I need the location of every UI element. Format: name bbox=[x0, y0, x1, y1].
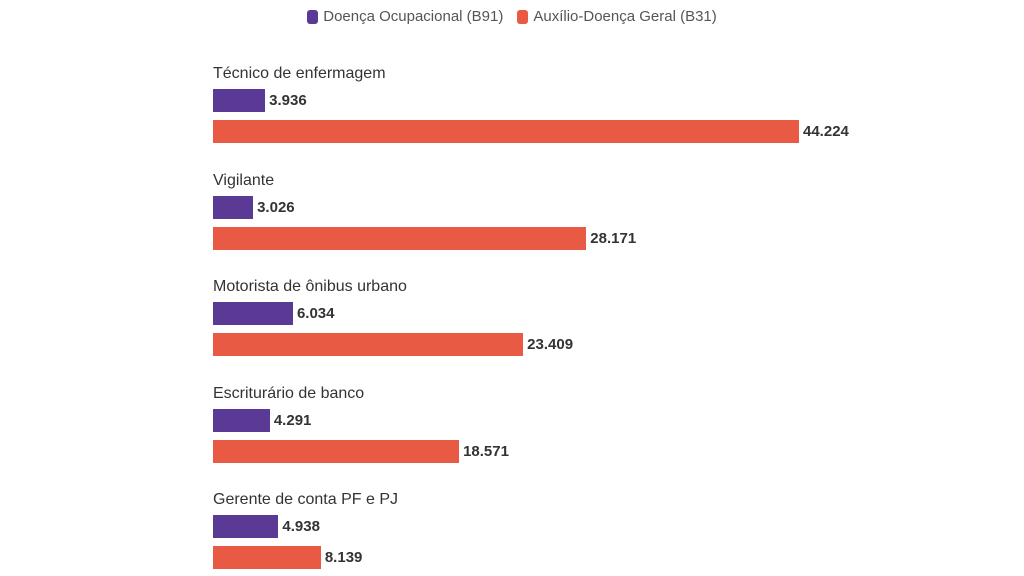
value-label-b91-gerente-de-conta-pf-e-pj: 4.938 bbox=[282, 518, 320, 535]
value-label-b91-vigilante: 3.026 bbox=[257, 198, 295, 216]
bar-b31-motorista-de-onibus-urbano bbox=[213, 333, 524, 356]
bar-b31-vigilante bbox=[213, 226, 587, 250]
category-label-escriturario-de-banco: Escriturário de banco bbox=[213, 384, 365, 402]
legend-item-b91: Doença Ocupacional (B91) bbox=[307, 8, 503, 25]
bar-b91-vigilante bbox=[213, 195, 254, 219]
value-label-b31-vigilante: 28.171 bbox=[590, 229, 637, 247]
category-label-motorista-de-onibus-urbano: Motorista de ônibus urbano bbox=[213, 278, 407, 295]
value-label-b91-motorista-de-onibus-urbano: 6.034 bbox=[296, 305, 335, 322]
category-label-vigilante: Vigilante bbox=[213, 171, 275, 189]
value-label-b31-tecnico-de-enfermagem: 44.224 bbox=[803, 123, 849, 140]
value-label-b91-tecnico-de-enfermagem: 3.936 bbox=[269, 92, 307, 109]
bar-b91-gerente-de-conta-pf-e-pj bbox=[213, 515, 279, 538]
legend-label-b31: Auxílio-Doença Geral (B31) bbox=[533, 8, 717, 25]
legend-label-b91: Doença Ocupacional (B91) bbox=[323, 8, 504, 25]
category-label-gerente-de-conta-pf-e-pj: Gerente de conta PF e PJ bbox=[213, 491, 398, 508]
legend-swatch-b91 bbox=[307, 9, 319, 24]
bar-b91-escriturario-de-banco bbox=[213, 408, 270, 432]
value-label-b91-escriturario-de-banco: 4.291 bbox=[273, 411, 312, 429]
value-label-b31-motorista-de-onibus-urbano: 23.409 bbox=[527, 336, 574, 353]
legend: Doença Ocupacional (B91) Auxílio-Doença … bbox=[0, 8, 1024, 25]
bar-b91-tecnico-de-enfermagem bbox=[213, 89, 266, 112]
bar-b31-escriturario-de-banco bbox=[213, 439, 460, 463]
bar-b91-motorista-de-onibus-urbano bbox=[213, 302, 293, 325]
legend-swatch-b31 bbox=[517, 9, 529, 24]
bar-b31-gerente-de-conta-pf-e-pj bbox=[213, 546, 321, 569]
bar-b31-tecnico-de-enfermagem bbox=[213, 120, 799, 143]
value-label-b31-gerente-de-conta-pf-e-pj: 8.139 bbox=[324, 549, 363, 566]
legend-item-b31: Auxílio-Doença Geral (B31) bbox=[517, 8, 717, 25]
value-label-b31-escriturario-de-banco: 18.571 bbox=[463, 442, 509, 460]
category-label-tecnico-de-enfermagem: Técnico de enfermagem bbox=[213, 65, 386, 82]
